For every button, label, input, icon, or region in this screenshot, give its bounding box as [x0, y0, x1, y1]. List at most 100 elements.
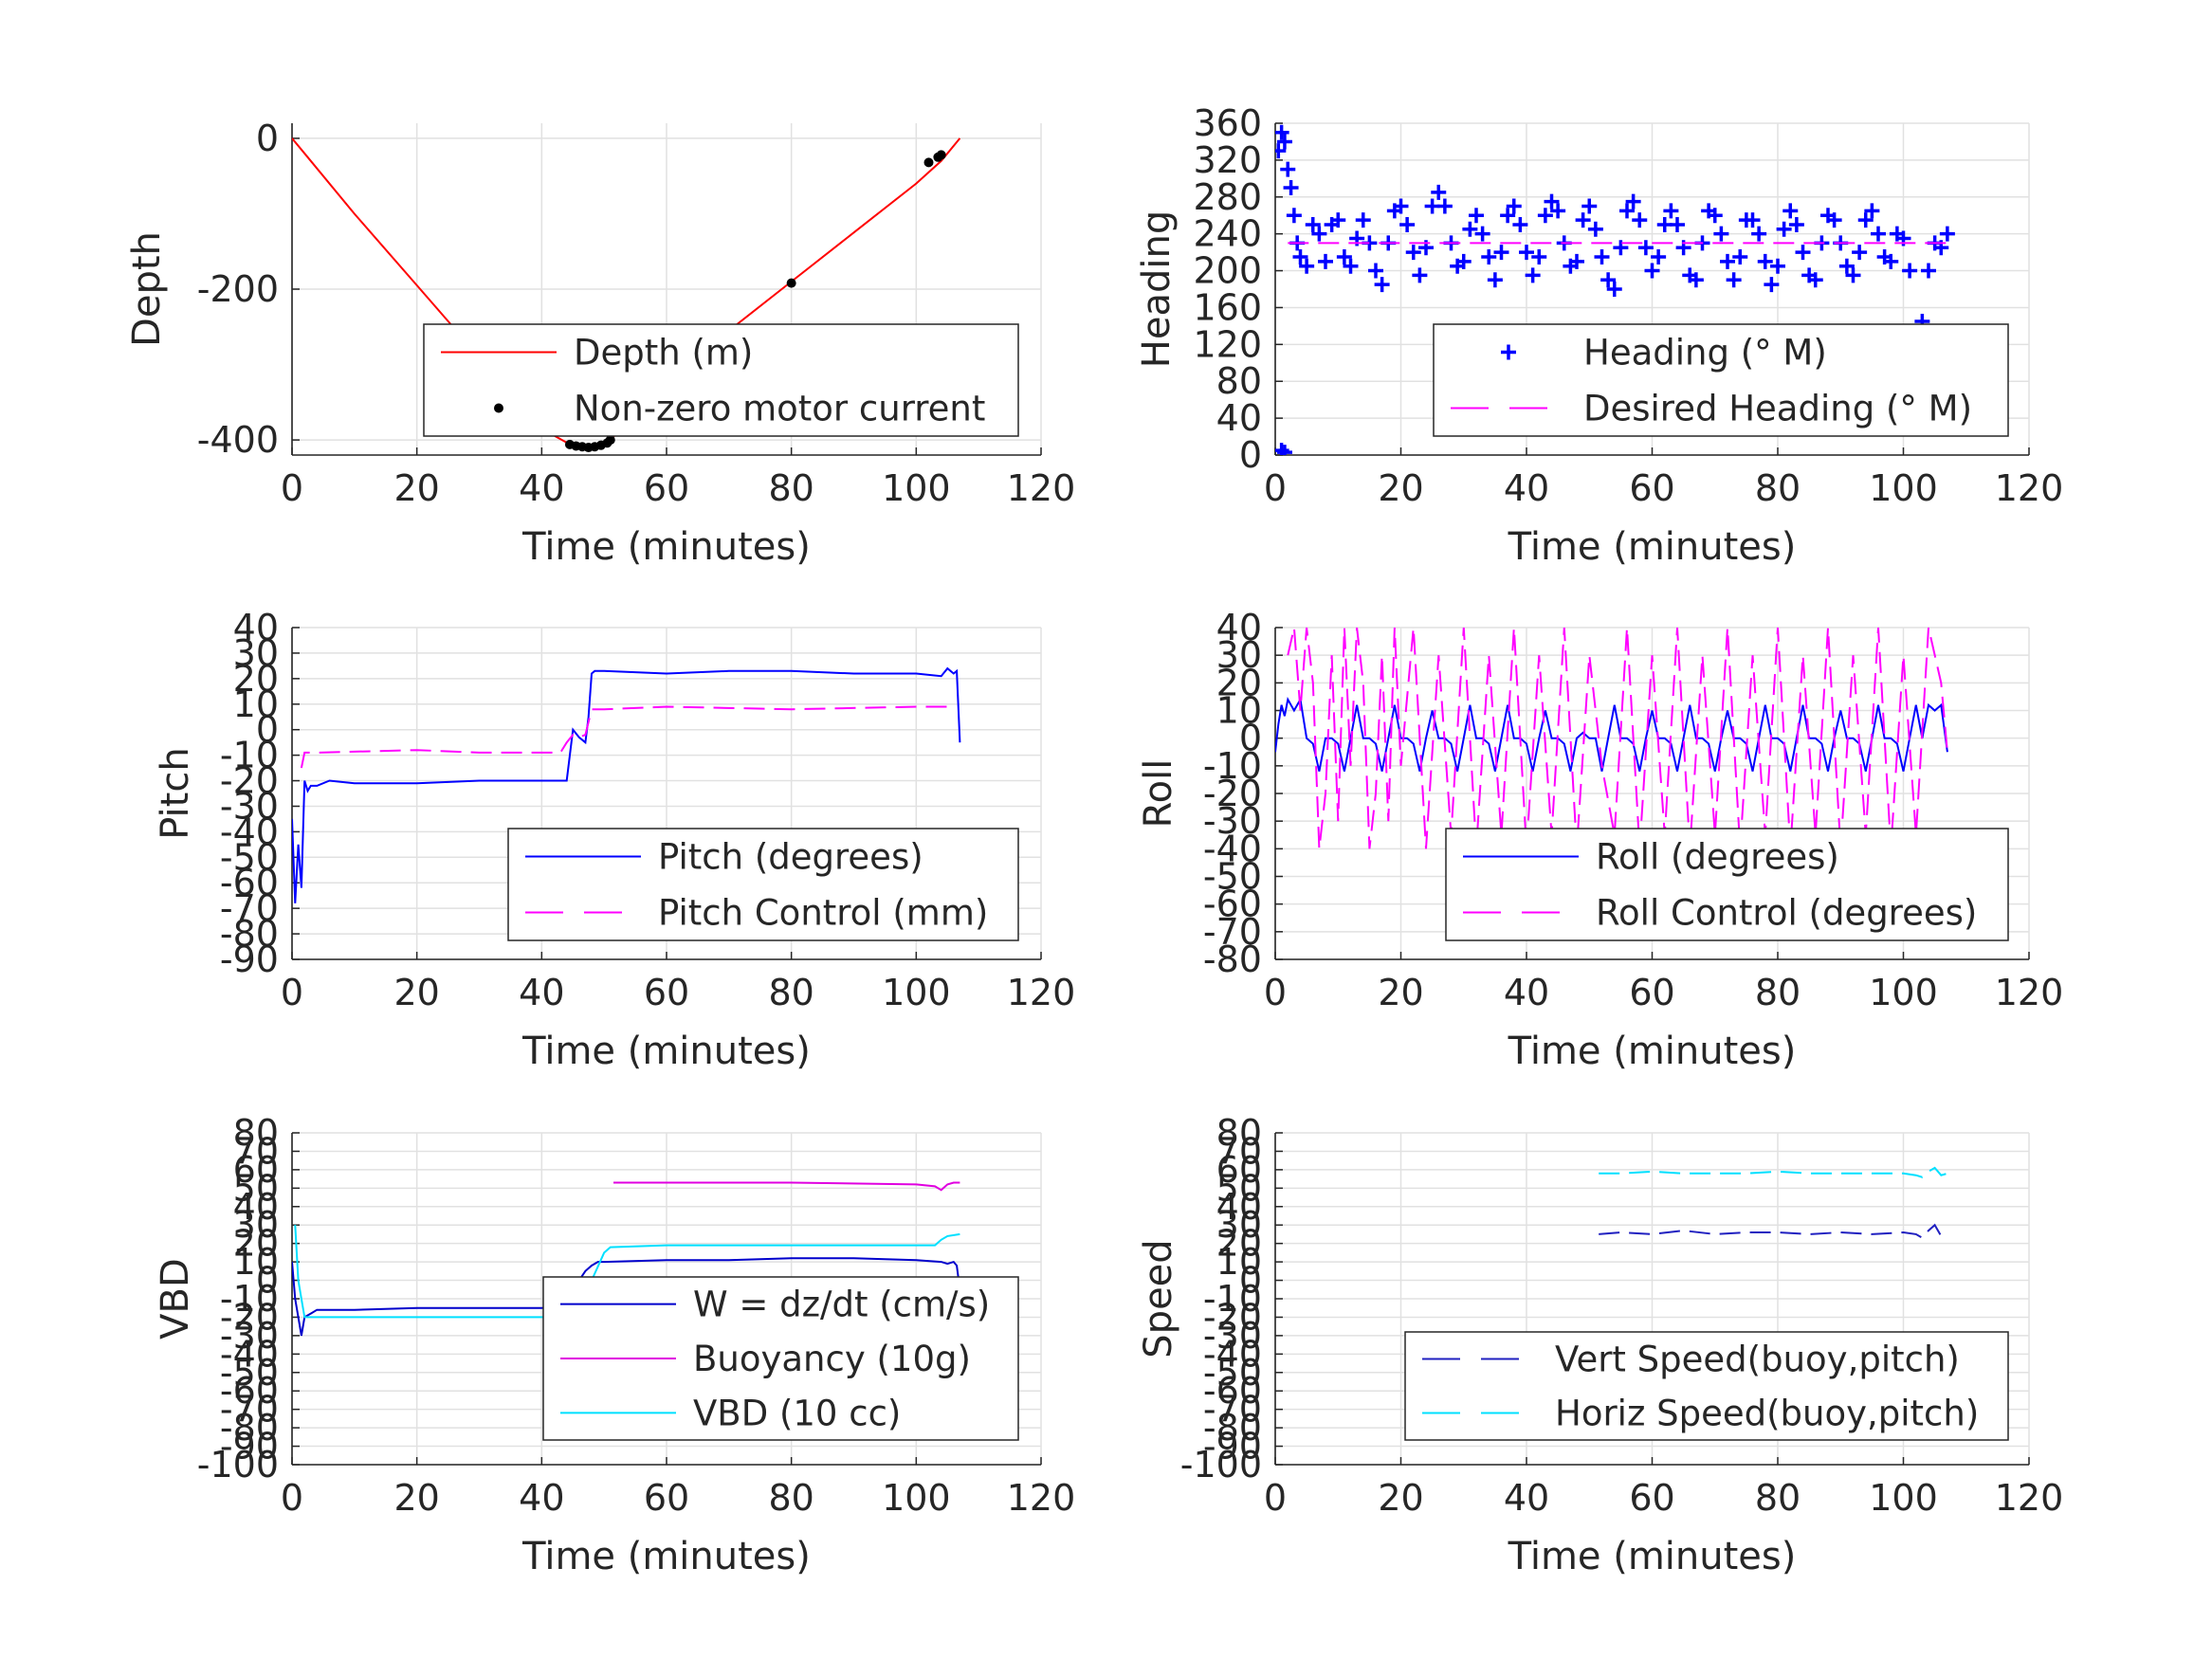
heading-series-0-point-5 — [1286, 208, 1302, 224]
heading-ytick-label-4: 160 — [1193, 286, 1262, 328]
speed-ytick-label-18: 80 — [1216, 1112, 1262, 1154]
speed-ylabel: Speed — [1137, 1239, 1180, 1358]
heading-ytick-label-2: 80 — [1216, 360, 1262, 402]
vbd-series-1-line — [613, 1181, 960, 1192]
roll-chart: 0 20 40 60 80 100 120-80-70-60-50-40-30-20-100… — [1137, 607, 2063, 1073]
roll-xtick-label-2: 40 — [1504, 972, 1549, 1013]
heading-series-0-point-96 — [1852, 245, 1868, 261]
heading-series-0-point-92 — [1826, 212, 1842, 228]
heading-series-0-point-13 — [1330, 212, 1346, 228]
vbd-xtick-label-3: 60 — [644, 1477, 689, 1519]
heading-series-0-point-74 — [1713, 226, 1729, 242]
heading-ytick-label-7: 280 — [1193, 176, 1262, 218]
speed-ytick-label-7: -30 — [1203, 1315, 1262, 1357]
heading-series-0-point-17 — [1355, 212, 1371, 228]
heading-series-0-point-110 — [1939, 226, 1955, 242]
heading-series-0-point-24 — [1399, 216, 1416, 232]
heading-series-0-point-39 — [1493, 245, 1509, 261]
depth-series-group — [292, 137, 961, 453]
heading-series-0-point-25 — [1405, 245, 1421, 261]
vbd-xtick-label-6: 120 — [1007, 1477, 1076, 1519]
heading-series-0-point-111 — [1275, 443, 1289, 455]
vbd-ytick-label-16: 60 — [233, 1149, 279, 1191]
pitch-xtick-label-6: 120 — [1007, 972, 1076, 1013]
depth-chart: 0 20 40 60 80 100 120 -400 -200 0 Time (minutes) De… — [125, 118, 1075, 569]
speed-xtick-label-6: 120 — [1995, 1477, 2064, 1519]
heading-legend-item-1-label: Desired Heading (° M) — [1583, 389, 1972, 429]
heading-series-0-point-57 — [1606, 282, 1622, 297]
heading-series-0-point-79 — [1745, 212, 1761, 228]
heading-series-0-point-33 — [1455, 253, 1472, 269]
vbd-ytick-label-17: 70 — [233, 1130, 279, 1172]
heading-series-0-point-4 — [1283, 180, 1299, 196]
heading-series-0-point-94 — [1838, 258, 1855, 274]
heading-series-0-point-60 — [1625, 193, 1641, 210]
vbd-ytick-label-7: -30 — [220, 1315, 279, 1357]
heading-series-0-point-41 — [1506, 198, 1522, 214]
heading-series-0-point-37 — [1481, 248, 1497, 264]
heading-chart: 0 20 40 60 80 100 1200408012016020024028032036… — [1135, 102, 2063, 569]
heading-ytick-label-8: 320 — [1193, 139, 1262, 181]
heading-legend-item-0-label: Heading (° M) — [1583, 333, 1827, 374]
heading-series-0-point-99 — [1871, 226, 1886, 242]
depth-ylabel: Depth — [125, 231, 169, 347]
heading-series-0-point-0 — [1275, 143, 1287, 159]
speed-ytick-label-9: -10 — [1203, 1278, 1262, 1320]
vbd-ytick-label-10: 0 — [256, 1260, 279, 1302]
heading-series-0-point-70 — [1688, 272, 1704, 288]
depth-legend-box — [423, 323, 1019, 437]
heading-series-0-point-58 — [1613, 240, 1629, 256]
heading-series-0-point-107 — [1921, 263, 1936, 279]
vbd-legend-item-2-label: VBD (10 cc) — [693, 1393, 901, 1433]
speed-ytick-label-16: 60 — [1216, 1149, 1262, 1191]
speed-xtick-label-1: 20 — [1378, 1477, 1423, 1519]
heading-series-0-point-67 — [1670, 216, 1685, 232]
roll-ytick-label-5: -30 — [1203, 800, 1262, 842]
heading-series-0-point-15 — [1343, 258, 1359, 274]
depth-xtick-label-3: 60 — [644, 467, 689, 509]
vbd-xtick-label-1: 20 — [393, 1477, 439, 1519]
heading-series-0-point-26 — [1412, 267, 1428, 283]
depth-legend: Depth (m) Non-zero motor current — [423, 323, 1019, 437]
depth-legend-item-1-label: Non-zero motor current — [574, 389, 985, 429]
heading-series-0-point-54 — [1587, 221, 1603, 237]
vbd-ylabel: VBD — [154, 1258, 197, 1340]
roll-ytick-label-7: -10 — [1203, 745, 1262, 787]
heading-xtick-label-6: 120 — [1995, 467, 2064, 509]
heading-legend: Heading (° M) Desired Heading (° M) — [1433, 323, 2009, 437]
vbd-xlabel: Time (minutes) — [521, 1535, 811, 1578]
heading-series-0-point-44 — [1525, 267, 1541, 283]
heading-series-0-point-75 — [1720, 253, 1735, 269]
speed-xtick-label-3: 60 — [1629, 1477, 1674, 1519]
depth-xtick-label-2: 40 — [519, 467, 564, 509]
vbd-ytick-label-6: -40 — [220, 1333, 279, 1375]
heading-series-0-point-10 — [1311, 226, 1327, 242]
pitch-series-group — [292, 666, 961, 903]
heading-series-0-point-64 — [1651, 248, 1667, 264]
speed-ytick-label-17: 70 — [1216, 1130, 1262, 1172]
roll-legend: Roll (degrees) Roll Control (degrees) — [1445, 828, 2009, 941]
roll-ylabel: Roll — [1137, 759, 1180, 829]
vbd-legend: W = dz/dt (cm/s) Buoyancy (10g) VBD (10 cc… — [542, 1276, 1019, 1441]
heading-series-0-point-43 — [1519, 245, 1534, 261]
pitch-series-0-line — [292, 666, 961, 903]
heading-series-0-point-46 — [1537, 208, 1553, 224]
roll-series-0-line — [1275, 696, 1948, 772]
vbd-ytick-label-9: -10 — [220, 1278, 279, 1320]
depth-ytick-label-1: -200 — [197, 268, 279, 310]
roll-series-1-line — [1287, 628, 1948, 849]
heading-series-0-point-95 — [1845, 267, 1861, 283]
heading-series-0-point-87 — [1795, 245, 1811, 261]
heading-series-0-point-73 — [1707, 208, 1723, 224]
heading-ytick-label-3: 120 — [1193, 323, 1262, 365]
heading-xtick-label-2: 40 — [1504, 467, 1549, 509]
heading-series-0-point-53 — [1581, 198, 1598, 214]
pitch-ytick-label-7: -20 — [220, 760, 279, 802]
heading-legend-box — [1433, 323, 2009, 437]
heading-series-0-point-35 — [1469, 208, 1484, 224]
pitch-legend: Pitch (degrees) Pitch Control (mm) — [507, 828, 1019, 941]
heading-series-0-point-48 — [1550, 203, 1566, 219]
roll-ytick-label-0: -80 — [1203, 939, 1262, 980]
pitch-ytick-label-1: -80 — [220, 913, 279, 955]
vbd-ytick-label-2: -80 — [220, 1407, 279, 1449]
